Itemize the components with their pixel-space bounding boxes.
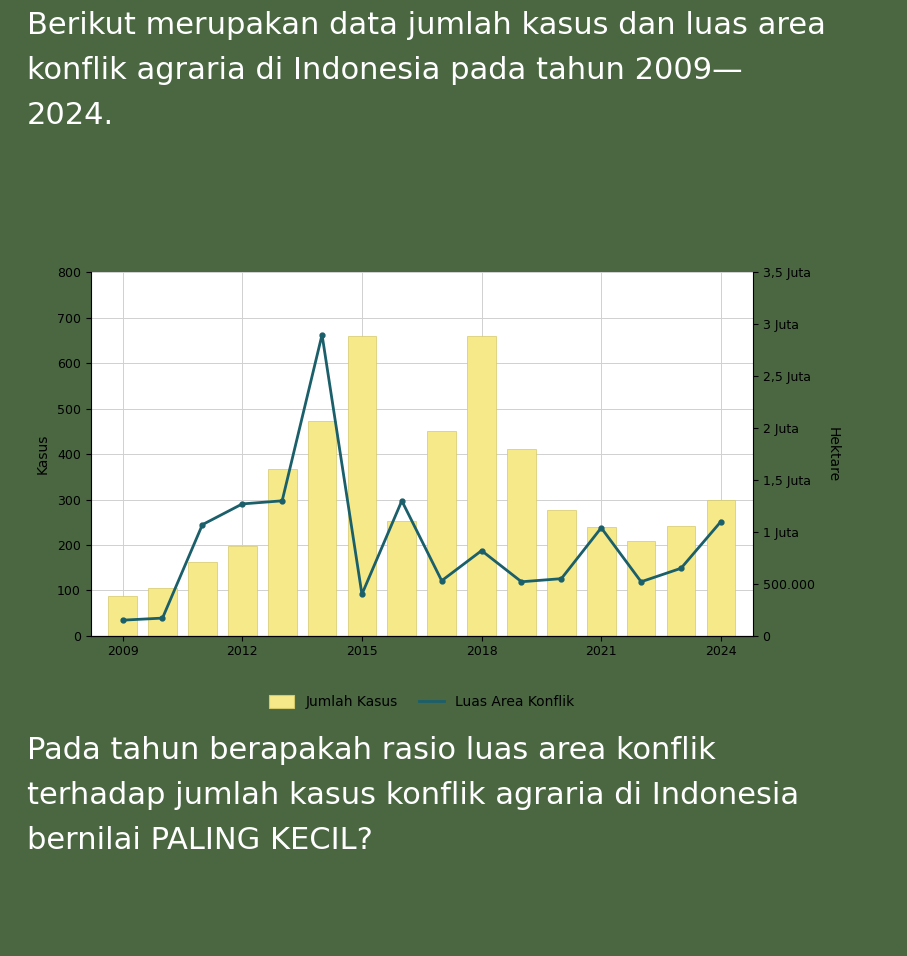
Bar [507,448,536,636]
Bar [587,527,616,636]
Bar [467,336,496,636]
Y-axis label: Hektare: Hektare [825,426,840,482]
Text: Pada tahun berapakah rasio luas area konflik 
terhadap jumlah kasus konflik agra: Pada tahun berapakah rasio luas area kon… [27,736,809,856]
Bar [347,336,376,636]
Bar [627,541,656,636]
Bar [148,588,177,636]
Bar [387,521,416,636]
Bar [547,510,576,636]
Text: Berikut merupakan data jumlah kasus dan luas area 
konflik agraria di Indonesia : Berikut merupakan data jumlah kasus dan … [27,11,836,130]
Bar [707,500,736,636]
Bar [667,527,696,636]
Bar [188,562,217,636]
Bar [268,468,297,636]
Bar [108,597,137,636]
Bar [228,546,257,636]
Bar [427,431,456,636]
Bar [307,422,336,636]
Y-axis label: Kasus: Kasus [36,434,50,474]
Legend: Jumlah Kasus, Luas Area Konflik: Jumlah Kasus, Luas Area Konflik [264,690,580,715]
